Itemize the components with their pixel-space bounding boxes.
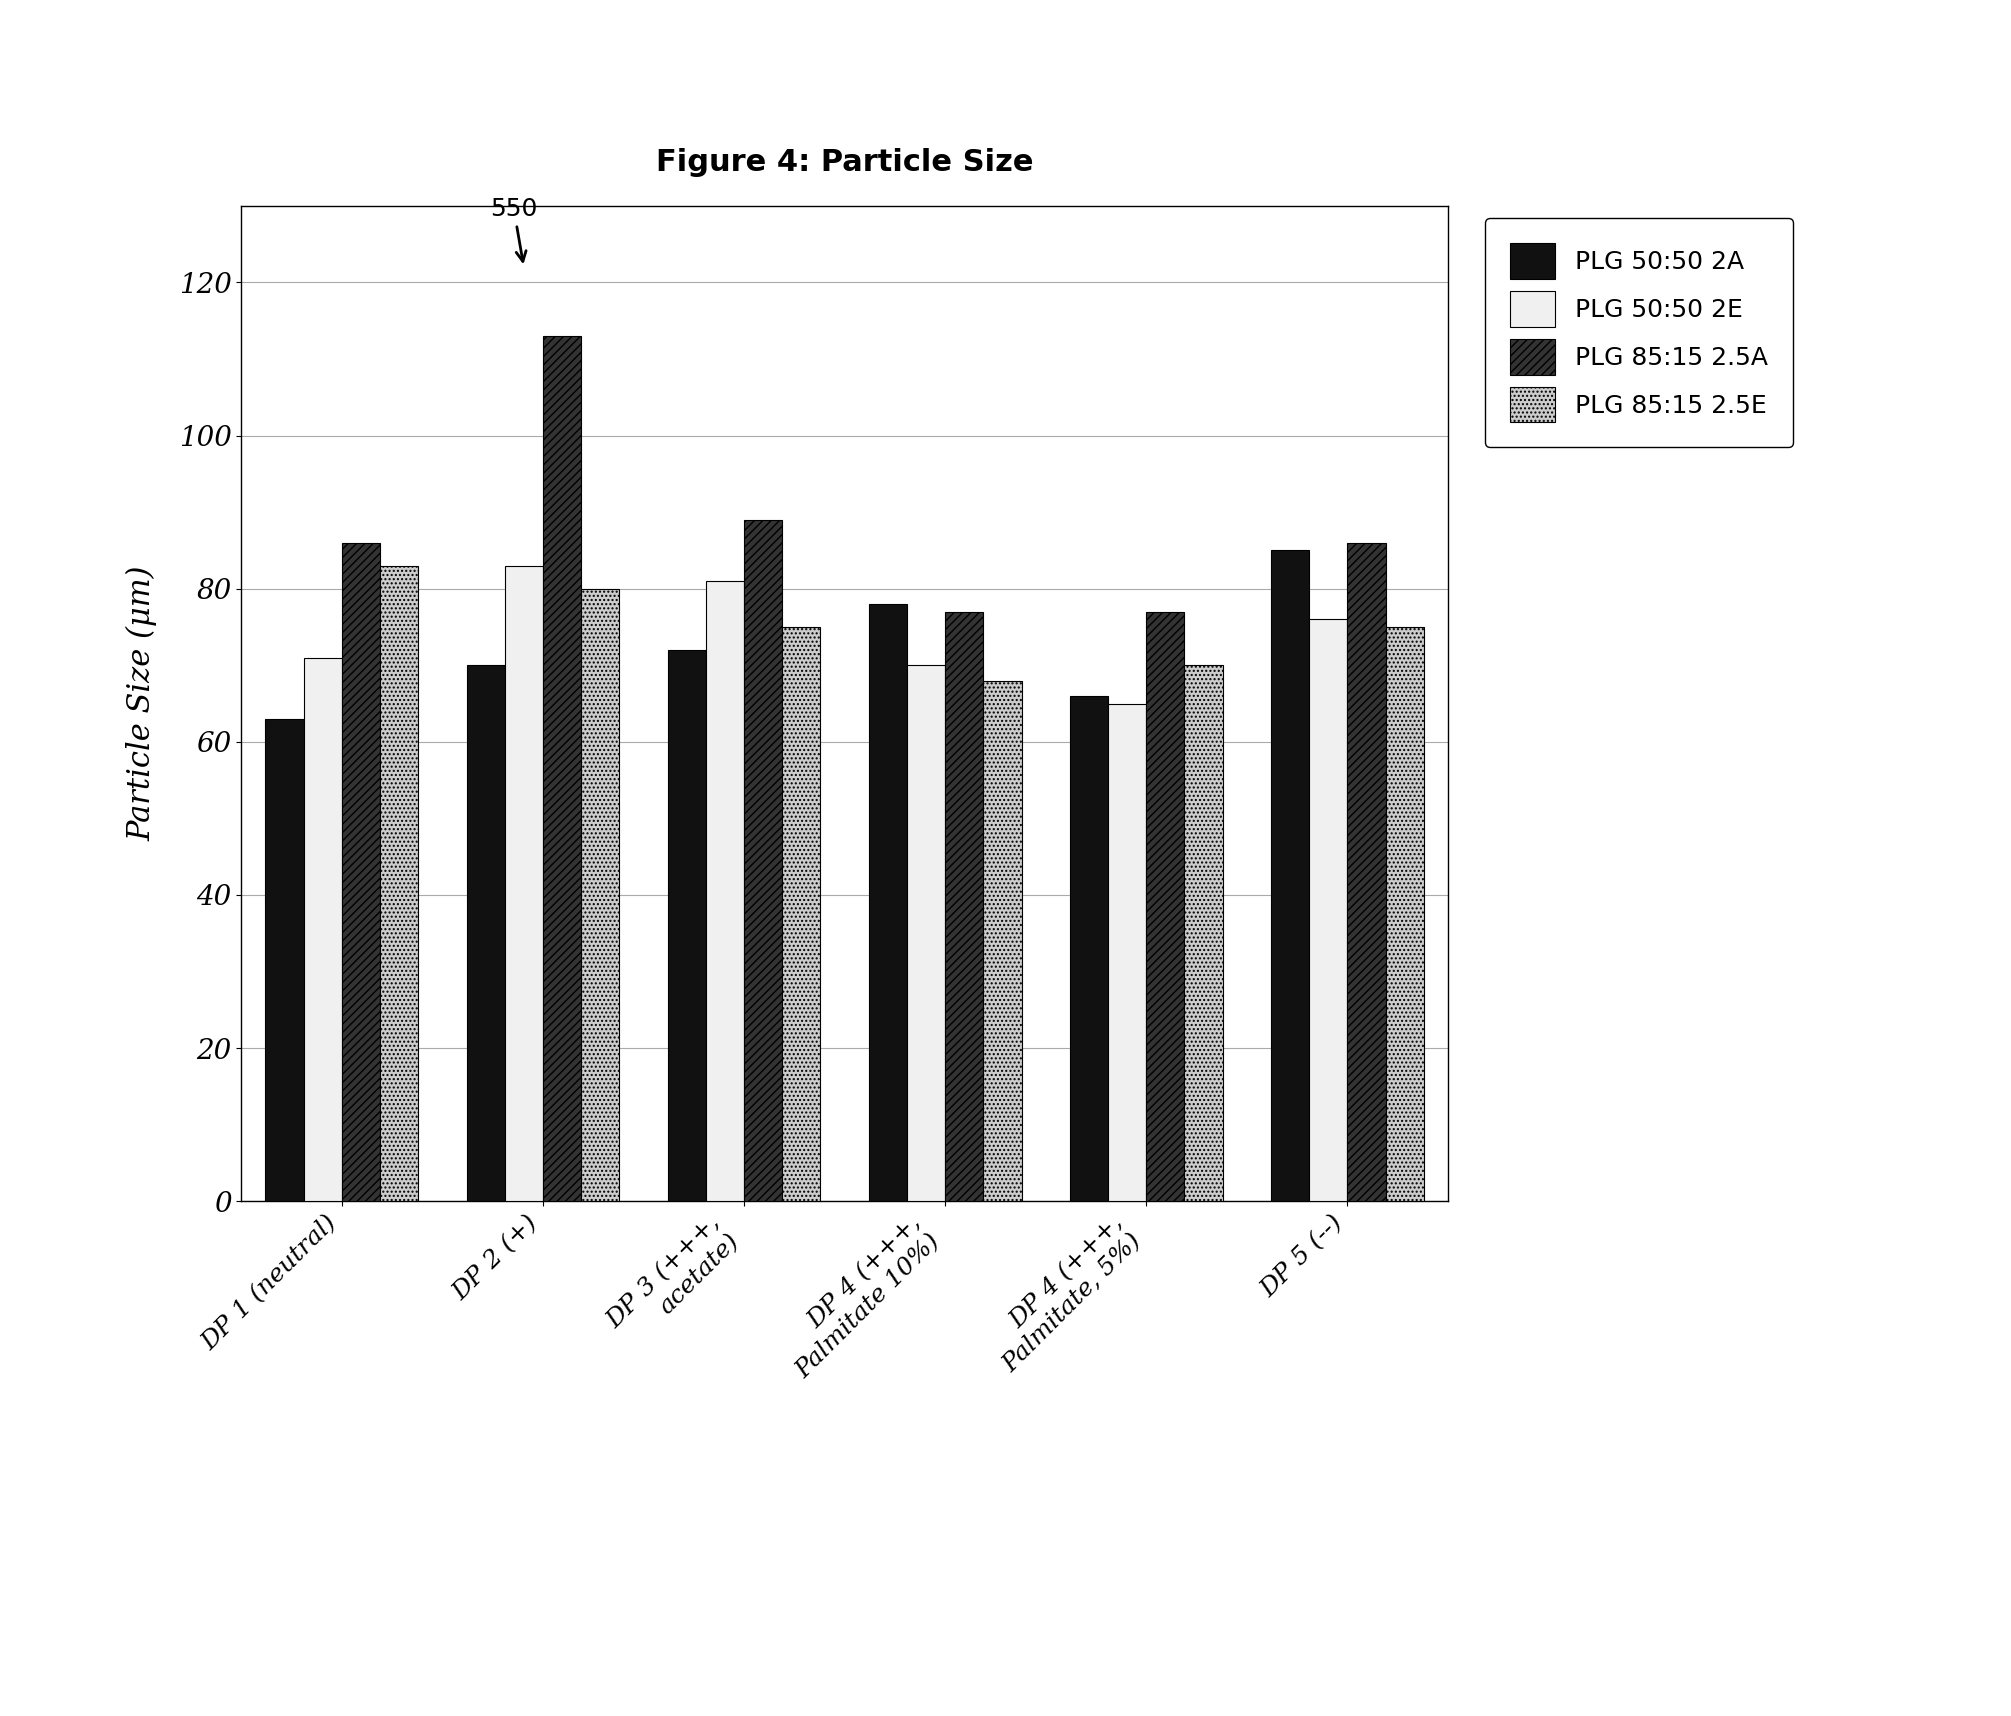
Title: Figure 4: Particle Size: Figure 4: Particle Size <box>656 148 1034 177</box>
Bar <box>945 611 983 1201</box>
Bar <box>1108 704 1146 1201</box>
Bar <box>668 650 706 1201</box>
Bar <box>1386 626 1424 1201</box>
Bar <box>1309 619 1347 1201</box>
Bar <box>467 666 505 1201</box>
Bar <box>1347 542 1386 1201</box>
Bar <box>1184 666 1223 1201</box>
Bar <box>1271 551 1309 1201</box>
Bar <box>342 542 380 1201</box>
Bar <box>265 719 304 1201</box>
Bar <box>581 589 619 1201</box>
Bar <box>782 626 820 1201</box>
Bar <box>1146 611 1184 1201</box>
Bar <box>907 666 945 1201</box>
Bar <box>744 520 782 1201</box>
Bar <box>505 566 543 1201</box>
Bar <box>1070 697 1108 1201</box>
Bar <box>543 336 581 1201</box>
Bar <box>983 681 1022 1201</box>
Legend: PLG 50:50 2A, PLG 50:50 2E, PLG 85:15 2.5A, PLG 85:15 2.5E: PLG 50:50 2A, PLG 50:50 2E, PLG 85:15 2.… <box>1484 218 1792 448</box>
Bar <box>380 566 418 1201</box>
Bar <box>304 657 342 1201</box>
Y-axis label: Particle Size (μm): Particle Size (μm) <box>127 566 159 841</box>
Text: 550: 550 <box>491 197 537 261</box>
Bar <box>869 604 907 1201</box>
Bar <box>706 582 744 1201</box>
